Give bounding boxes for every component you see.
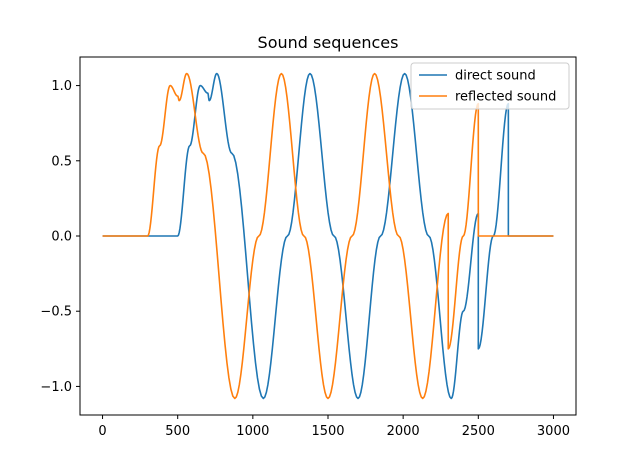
y-tick-label: −1.0 [40, 380, 72, 395]
legend-label: reflected sound [455, 90, 556, 105]
y-tick-label: 0.0 [51, 230, 72, 245]
legend-box [410, 62, 570, 110]
x-tick-label: 1000 [236, 424, 269, 439]
x-tick-label: 1500 [311, 424, 344, 439]
y-tick-label: 0.5 [51, 154, 72, 169]
series-line-reflected-sound [102, 72, 554, 400]
x-tick-label: 500 [165, 424, 190, 439]
x-tick-label: 3000 [537, 424, 570, 439]
legend-label: direct sound [455, 69, 536, 84]
series-line-direct-sound [102, 72, 554, 400]
plot-area [102, 72, 554, 400]
x-tick-label: 2000 [387, 424, 420, 439]
chart-title: Sound sequences [258, 33, 399, 52]
x-tick-label: 2500 [462, 424, 495, 439]
y-tick-label: 1.0 [51, 79, 72, 94]
legend: direct sound reflected sound [410, 62, 570, 110]
axes: 0 500 1000 1500 2000 2500 3000 −1.0 −0.5 0.0 0.5 1.… [40, 56, 577, 439]
y-tick-label: −0.5 [40, 305, 72, 320]
x-tick-label: 0 [98, 424, 106, 439]
